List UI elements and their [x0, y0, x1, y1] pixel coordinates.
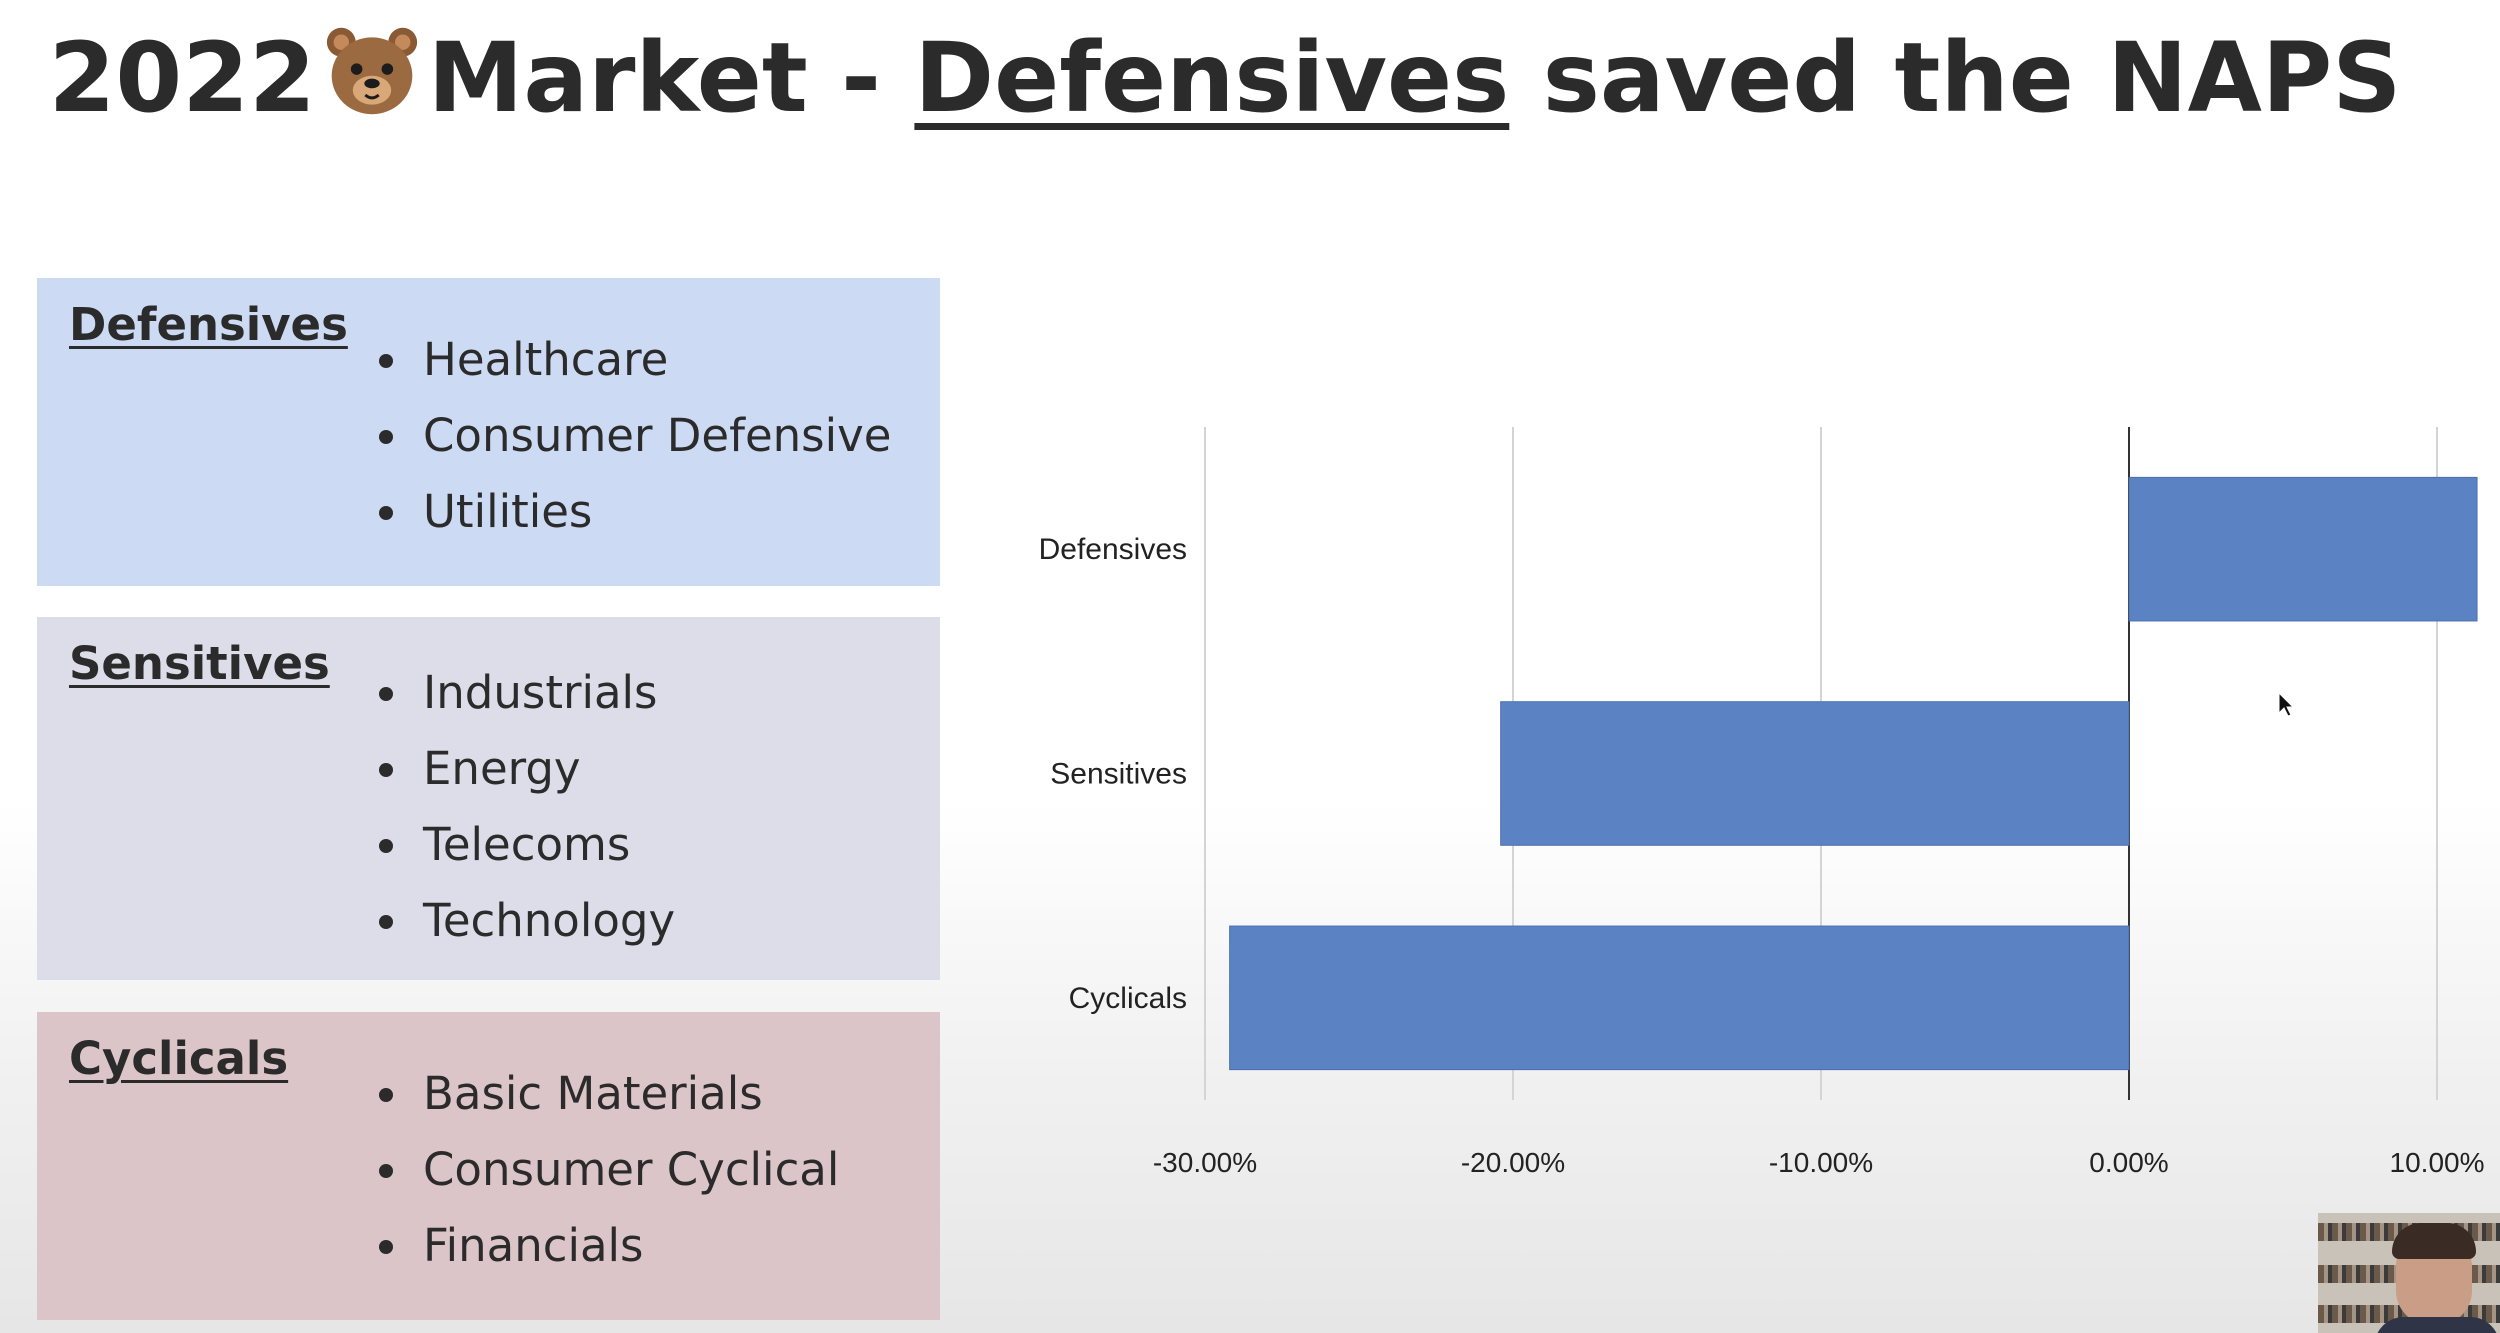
list-item: Energy	[379, 731, 675, 807]
x-tick-label: -10.00%	[1769, 1147, 1873, 1178]
bar-cyclicals	[1229, 925, 2130, 1071]
bar-sensitives	[1500, 701, 2130, 846]
defensives-heading: Defensives	[69, 298, 348, 351]
list-item: Consumer Cyclical	[379, 1132, 839, 1208]
list-item: Healthcare	[379, 322, 891, 398]
category-label: Defensives	[1039, 533, 1187, 566]
x-tick-label: 10.00%	[2390, 1147, 2485, 1178]
x-tick-label: -30.00%	[1153, 1147, 1257, 1178]
title-year: 2022	[48, 22, 316, 134]
cyclicals-heading: Cyclicals	[69, 1032, 289, 1085]
list-item: Utilities	[379, 474, 891, 550]
webcam-thumbnail	[2318, 1213, 2500, 1333]
defensives-list: Healthcare Consumer Defensive Utilities	[379, 322, 891, 550]
list-item: Technology	[379, 883, 675, 959]
list-item: Telecoms	[379, 807, 675, 883]
title-middle: Market -	[427, 22, 915, 134]
list-item: Consumer Defensive	[379, 398, 891, 474]
cyclicals-box: Cyclicals Basic Materials Consumer Cycli…	[37, 1012, 940, 1320]
cyclicals-list: Basic Materials Consumer Cyclical Financ…	[379, 1056, 839, 1284]
sensitives-heading: Sensitives	[69, 637, 330, 690]
title-suffix: saved the NAPS	[1509, 22, 2402, 134]
title-highlight: Defensives	[914, 22, 1510, 134]
defensives-box: Defensives Healthcare Consumer Defensive…	[37, 278, 940, 586]
x-tick-label: 0.00%	[2089, 1147, 2168, 1178]
slide-title: 2022 Market - Defensives saved the NAPS	[0, 22, 2450, 134]
sensitives-list: Industrials Energy Telecoms Technology	[379, 655, 675, 959]
x-tick-label: -20.00%	[1461, 1147, 1565, 1178]
mouse-cursor-icon	[2278, 691, 2295, 717]
category-label: Sensitives	[1050, 758, 1187, 791]
bar-defensives	[2128, 476, 2478, 622]
bear-face-icon	[324, 23, 420, 119]
sensitives-box: Sensitives Industrials Energy Telecoms T…	[37, 617, 940, 980]
list-item: Basic Materials	[379, 1056, 839, 1132]
list-item: Industrials	[379, 655, 675, 731]
list-item: Financials	[379, 1208, 839, 1284]
category-label: Cyclicals	[1069, 982, 1187, 1015]
